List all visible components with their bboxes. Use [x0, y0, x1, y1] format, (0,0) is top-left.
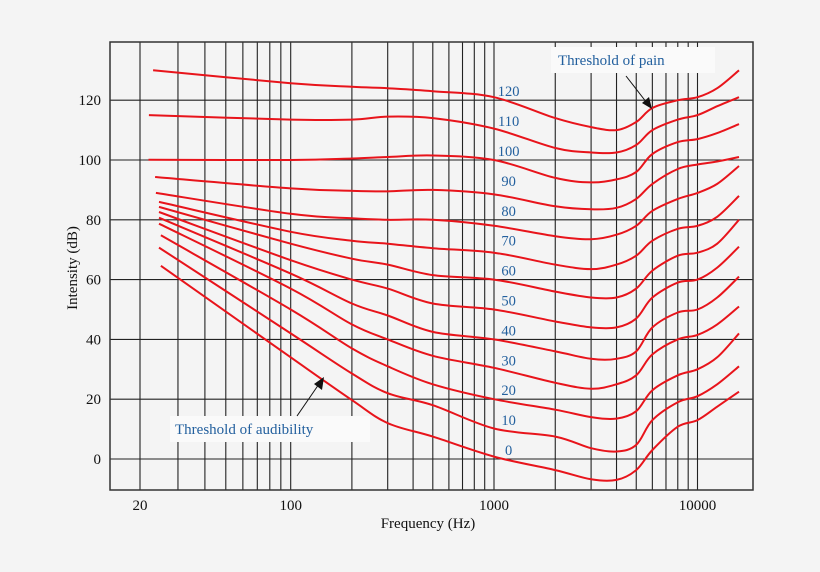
arrow-line — [296, 383, 320, 417]
annotation-text: Threshold of audibility — [175, 422, 314, 438]
y-tick-label: 0 — [94, 452, 102, 468]
x-tick-label: 1000 — [479, 498, 509, 514]
y-tick-label: 40 — [86, 332, 101, 348]
curves — [148, 69, 740, 482]
curve-labels: 0 10 20 30 40 50 60 70 80 90 100 110 120 — [498, 84, 520, 459]
annotation-box — [170, 416, 370, 442]
curve-80-phon — [155, 165, 740, 241]
x-tick-labels: 20 100 1000 10000 — [133, 498, 717, 514]
y-tick-label: 120 — [79, 93, 102, 109]
x-axis-label: Frequency (Hz) — [381, 516, 476, 532]
curve-label-10: 10 — [501, 413, 516, 429]
curve-label-30: 30 — [501, 353, 516, 369]
curve-30-phon — [158, 222, 740, 390]
curve-label-50: 50 — [501, 294, 516, 310]
curve-label-20: 20 — [501, 383, 516, 399]
curve-50-phon — [158, 211, 740, 330]
curve-120-phon — [153, 69, 740, 132]
annotation-text: Threshold of pain — [558, 53, 665, 69]
annotation-threshold-of-pain: Threshold of pain — [551, 47, 715, 109]
y-tick-label: 80 — [86, 213, 101, 229]
curve-40-phon — [158, 216, 740, 361]
y-tick-label: 60 — [86, 273, 101, 289]
curve-label-60: 60 — [501, 264, 516, 280]
x-tick-label: 10000 — [679, 498, 717, 514]
arrow-head-icon — [642, 97, 652, 109]
curve-label-0: 0 — [505, 443, 512, 459]
annotation-threshold-of-audibility: Threshold of audibility — [170, 377, 370, 442]
curve-label-120: 120 — [498, 84, 520, 100]
curve-label-70: 70 — [501, 234, 516, 250]
curve-70-phon — [158, 195, 740, 271]
curve-60-phon — [158, 205, 740, 300]
curve-90-phon — [155, 156, 740, 211]
curve-label-80: 80 — [501, 204, 516, 220]
curve-label-100: 100 — [498, 144, 520, 160]
x-tick-label: 100 — [279, 498, 302, 514]
curve-label-40: 40 — [501, 323, 516, 339]
annotation-box — [551, 47, 715, 73]
curve-label-90: 90 — [501, 174, 516, 190]
curve-10-phon — [158, 246, 740, 453]
curve-20-phon — [160, 234, 740, 420]
curve-110-phon — [148, 96, 740, 155]
y-tick-label: 100 — [79, 153, 102, 169]
arrow-line — [625, 75, 648, 104]
curve-label-110: 110 — [498, 114, 519, 130]
y-axis-label: Intensity (dB) — [65, 226, 81, 310]
plot-frame — [109, 41, 754, 491]
y-tick-label: 20 — [86, 392, 101, 408]
x-tick-label: 20 — [133, 498, 148, 514]
y-tick-labels: 0 20 40 60 80 100 120 — [79, 93, 102, 468]
arrow-head-icon — [314, 377, 324, 390]
curve-100-phon — [148, 123, 740, 184]
curve-0-phon — [160, 264, 740, 482]
